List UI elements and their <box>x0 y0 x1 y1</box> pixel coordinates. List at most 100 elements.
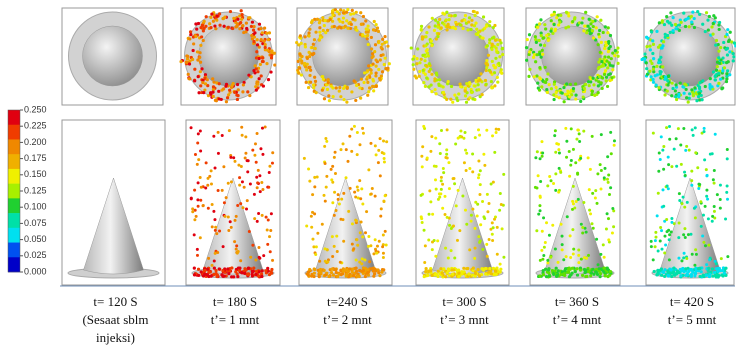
particle <box>247 267 250 270</box>
particle <box>579 157 582 160</box>
particle <box>611 231 614 234</box>
particle <box>470 220 473 223</box>
particle <box>341 21 344 24</box>
particle <box>604 25 607 28</box>
particle <box>664 244 667 247</box>
particle <box>221 189 224 192</box>
particle <box>355 11 358 14</box>
particle <box>591 90 594 93</box>
particle <box>223 215 226 218</box>
particle <box>256 43 259 46</box>
particle <box>726 69 729 72</box>
particle <box>668 238 671 241</box>
particle <box>434 255 437 258</box>
particle <box>445 18 448 21</box>
particle <box>197 205 200 208</box>
particle <box>338 20 341 23</box>
particle <box>650 75 653 78</box>
particle <box>666 269 669 272</box>
particle <box>708 15 711 18</box>
particle <box>490 85 493 88</box>
particle <box>271 259 274 262</box>
particle <box>342 11 345 14</box>
particle <box>725 191 728 194</box>
particle <box>334 172 337 175</box>
particle <box>477 176 480 179</box>
particle <box>251 274 254 277</box>
particle <box>574 161 577 164</box>
particle <box>485 66 488 69</box>
particle <box>205 161 208 164</box>
particle <box>251 21 254 24</box>
particle <box>597 43 600 46</box>
particle <box>260 38 263 41</box>
particle <box>702 214 705 217</box>
particle <box>645 45 648 48</box>
particle <box>543 80 546 83</box>
particle <box>558 21 561 24</box>
particle <box>554 28 557 31</box>
particle <box>450 249 453 252</box>
particle <box>313 76 316 79</box>
particle <box>713 210 716 213</box>
particle <box>574 94 577 97</box>
particle <box>424 270 427 273</box>
particle <box>712 70 715 73</box>
colorbar-band <box>8 125 20 140</box>
particle <box>333 214 336 217</box>
particle <box>429 200 432 203</box>
particle <box>261 153 264 156</box>
particle <box>453 257 456 260</box>
particle <box>255 89 258 92</box>
particle <box>599 163 602 166</box>
particle <box>352 247 355 250</box>
particle <box>445 148 448 151</box>
particle <box>569 83 572 86</box>
particle <box>683 206 686 209</box>
particle <box>307 168 310 171</box>
particle <box>657 192 660 195</box>
particle <box>216 251 219 254</box>
colorbar-band <box>8 139 20 154</box>
particle <box>212 210 215 213</box>
particle <box>250 25 253 28</box>
particle <box>350 90 353 93</box>
particle <box>448 187 451 190</box>
particle <box>210 182 213 185</box>
particle <box>499 41 502 44</box>
particle <box>218 267 221 270</box>
particle <box>381 70 384 73</box>
particle <box>649 48 652 51</box>
particle <box>314 80 317 83</box>
colorbar-tick-label: 0.050 <box>24 234 47 244</box>
particle <box>499 192 502 195</box>
particle <box>431 213 434 216</box>
particle <box>598 29 601 32</box>
particle <box>364 275 367 278</box>
particle <box>311 19 314 22</box>
particle <box>379 174 382 177</box>
particle <box>312 43 315 46</box>
particle <box>422 125 425 128</box>
particle <box>477 80 480 83</box>
particle <box>565 11 568 14</box>
particle <box>323 194 326 197</box>
particle <box>448 18 451 21</box>
particle <box>660 267 663 270</box>
particle <box>708 275 711 278</box>
particle <box>585 231 588 234</box>
particle <box>308 268 311 271</box>
particle <box>484 79 487 82</box>
particle <box>212 273 215 276</box>
particle <box>698 267 701 270</box>
particle <box>471 170 474 173</box>
particle <box>366 76 369 79</box>
particle <box>193 218 196 221</box>
particle <box>670 217 673 220</box>
particle <box>475 28 478 31</box>
particle <box>558 167 561 170</box>
particle <box>552 182 555 185</box>
particle <box>224 85 227 88</box>
particle <box>369 142 372 145</box>
particle <box>209 26 212 29</box>
